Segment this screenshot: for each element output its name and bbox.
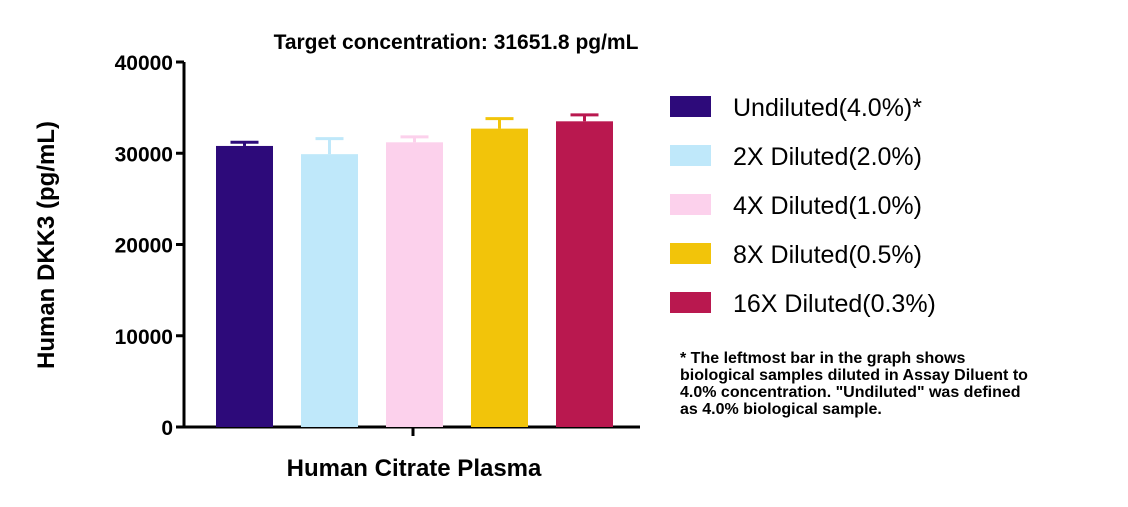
legend-label: 16X Diluted(0.3%) [733,290,936,318]
x-axis-label: Human Citrate Plasma [287,455,542,482]
y-axis-label: Human DKK3 (pg/mL) [33,121,60,369]
error-bars [230,113,599,155]
legend-swatch [670,292,711,313]
error-bar [485,117,514,129]
y-tick-label: 40000 [115,52,173,75]
y-tick-label: 10000 [115,326,173,349]
legend-swatch [670,96,711,117]
legend-swatch [670,243,711,264]
bar [301,154,358,427]
y-tick-label: 0 [161,417,173,440]
error-bar [315,137,344,155]
bar [386,142,443,428]
error-bar [570,113,599,122]
chart-title: Target concentration: 31651.8 pg/mL [274,31,639,54]
bar [556,121,613,427]
error-bar [400,135,429,143]
bar [216,145,273,427]
legend-label: 4X Diluted(1.0%) [733,192,922,220]
legend-label: Undiluted(4.0%)* [733,94,922,122]
y-tick-label: 20000 [115,235,173,258]
x-axis [184,425,640,436]
bar [471,128,528,428]
legend: Undiluted(4.0%)* 2X Diluted(2.0%) 4X Dilut… [670,94,936,318]
legend-swatch [670,145,711,166]
error-bar [230,140,259,146]
footnote: * The leftmost bar in the graph shows bi… [680,350,1028,418]
y-tick-label: 30000 [115,143,173,166]
y-axis: 0 10000 20000 30000 40000 [115,52,186,440]
bars [216,121,613,428]
legend-swatch [670,194,711,215]
legend-label: 8X Diluted(0.5%) [733,241,922,269]
legend-label: 2X Diluted(2.0%) [733,143,922,171]
